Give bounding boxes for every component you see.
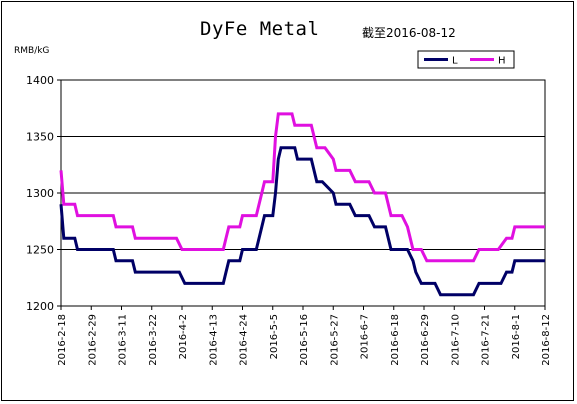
y-axis-label: RMB/kG (14, 46, 50, 56)
y-tick-label: 1400 (26, 74, 54, 87)
x-tick-label: 2016-6-29 (420, 314, 431, 366)
x-tick-label: 2016-3-11 (118, 314, 129, 366)
chart-title: DyFe Metal (200, 18, 320, 40)
x-tick-label: 2016-6-18 (390, 314, 401, 366)
y-tick-label: 1350 (26, 131, 54, 144)
x-tick-label: 2016-6-7 (360, 314, 371, 359)
x-tick-label: 2016-2-29 (87, 314, 98, 366)
x-tick-label: 2016-4-2 (178, 314, 189, 359)
x-tick-label: 2016-5-16 (299, 314, 310, 366)
x-tick-label: 2016-3-22 (148, 314, 159, 366)
series-line-L (59, 146, 545, 297)
x-tick-label: 2016-4-24 (239, 314, 250, 366)
chart-subtitle: 截至2016-08-12 (362, 26, 456, 40)
x-tick-label: 2016-7-10 (450, 314, 461, 366)
x-tick-label: 2016-5-5 (269, 314, 280, 359)
series-line-H (59, 112, 545, 263)
x-tick-label: 2016-5-27 (329, 314, 340, 366)
legend-box (417, 50, 515, 69)
y-tick-label: 1200 (26, 300, 54, 313)
y-tick-label: 1250 (26, 244, 54, 257)
x-tick-label: 2016-4-13 (208, 314, 219, 366)
x-tick-label: 2016-8-1 (511, 314, 522, 359)
x-tick-label: 2016-2-18 (57, 314, 68, 366)
legend-label-L: L (452, 56, 458, 67)
y-tick-label: 1300 (26, 187, 54, 200)
x-tick-label: 2016-7-21 (481, 314, 492, 366)
x-tick-label: 2016-8-12 (541, 314, 552, 366)
legend-label-H: H (498, 56, 506, 67)
